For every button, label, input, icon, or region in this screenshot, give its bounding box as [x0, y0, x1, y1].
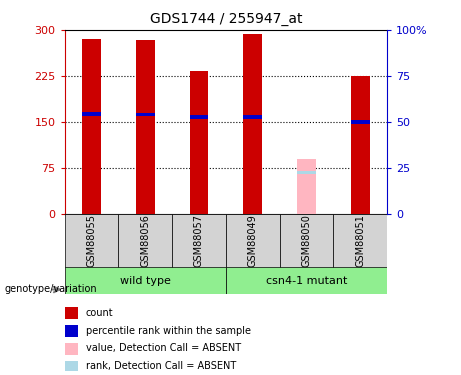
Bar: [243, 34, 262, 214]
Bar: [65, 214, 118, 268]
Bar: [82, 39, 101, 214]
Text: count: count: [86, 308, 113, 318]
Bar: [297, 171, 316, 174]
Bar: [189, 71, 208, 214]
Bar: [118, 214, 172, 268]
Bar: [226, 214, 280, 268]
Text: GSM88057: GSM88057: [194, 214, 204, 267]
Bar: [65, 361, 78, 373]
Text: GSM88050: GSM88050: [301, 214, 312, 267]
Bar: [82, 112, 101, 116]
Text: GSM88049: GSM88049: [248, 214, 258, 267]
Bar: [136, 112, 154, 116]
Text: GSM88056: GSM88056: [140, 214, 150, 267]
Bar: [65, 307, 78, 319]
Bar: [189, 115, 208, 119]
Bar: [65, 325, 78, 337]
Text: GSM88055: GSM88055: [86, 214, 96, 267]
Bar: [333, 214, 387, 268]
Bar: [243, 115, 262, 119]
Bar: [351, 76, 370, 214]
Bar: [172, 214, 226, 268]
Bar: [226, 267, 387, 294]
Bar: [351, 120, 370, 124]
Title: GDS1744 / 255947_at: GDS1744 / 255947_at: [150, 12, 302, 26]
Text: genotype/variation: genotype/variation: [5, 285, 97, 294]
Text: percentile rank within the sample: percentile rank within the sample: [86, 326, 251, 336]
Bar: [136, 40, 154, 214]
Text: csn4-1 mutant: csn4-1 mutant: [266, 276, 347, 286]
Bar: [65, 267, 226, 294]
Bar: [297, 159, 316, 214]
Text: value, Detection Call = ABSENT: value, Detection Call = ABSENT: [86, 344, 241, 354]
Text: rank, Detection Call = ABSENT: rank, Detection Call = ABSENT: [86, 361, 236, 371]
Text: wild type: wild type: [120, 276, 171, 286]
Bar: [65, 343, 78, 355]
Bar: [280, 214, 333, 268]
Text: GSM88051: GSM88051: [355, 214, 366, 267]
